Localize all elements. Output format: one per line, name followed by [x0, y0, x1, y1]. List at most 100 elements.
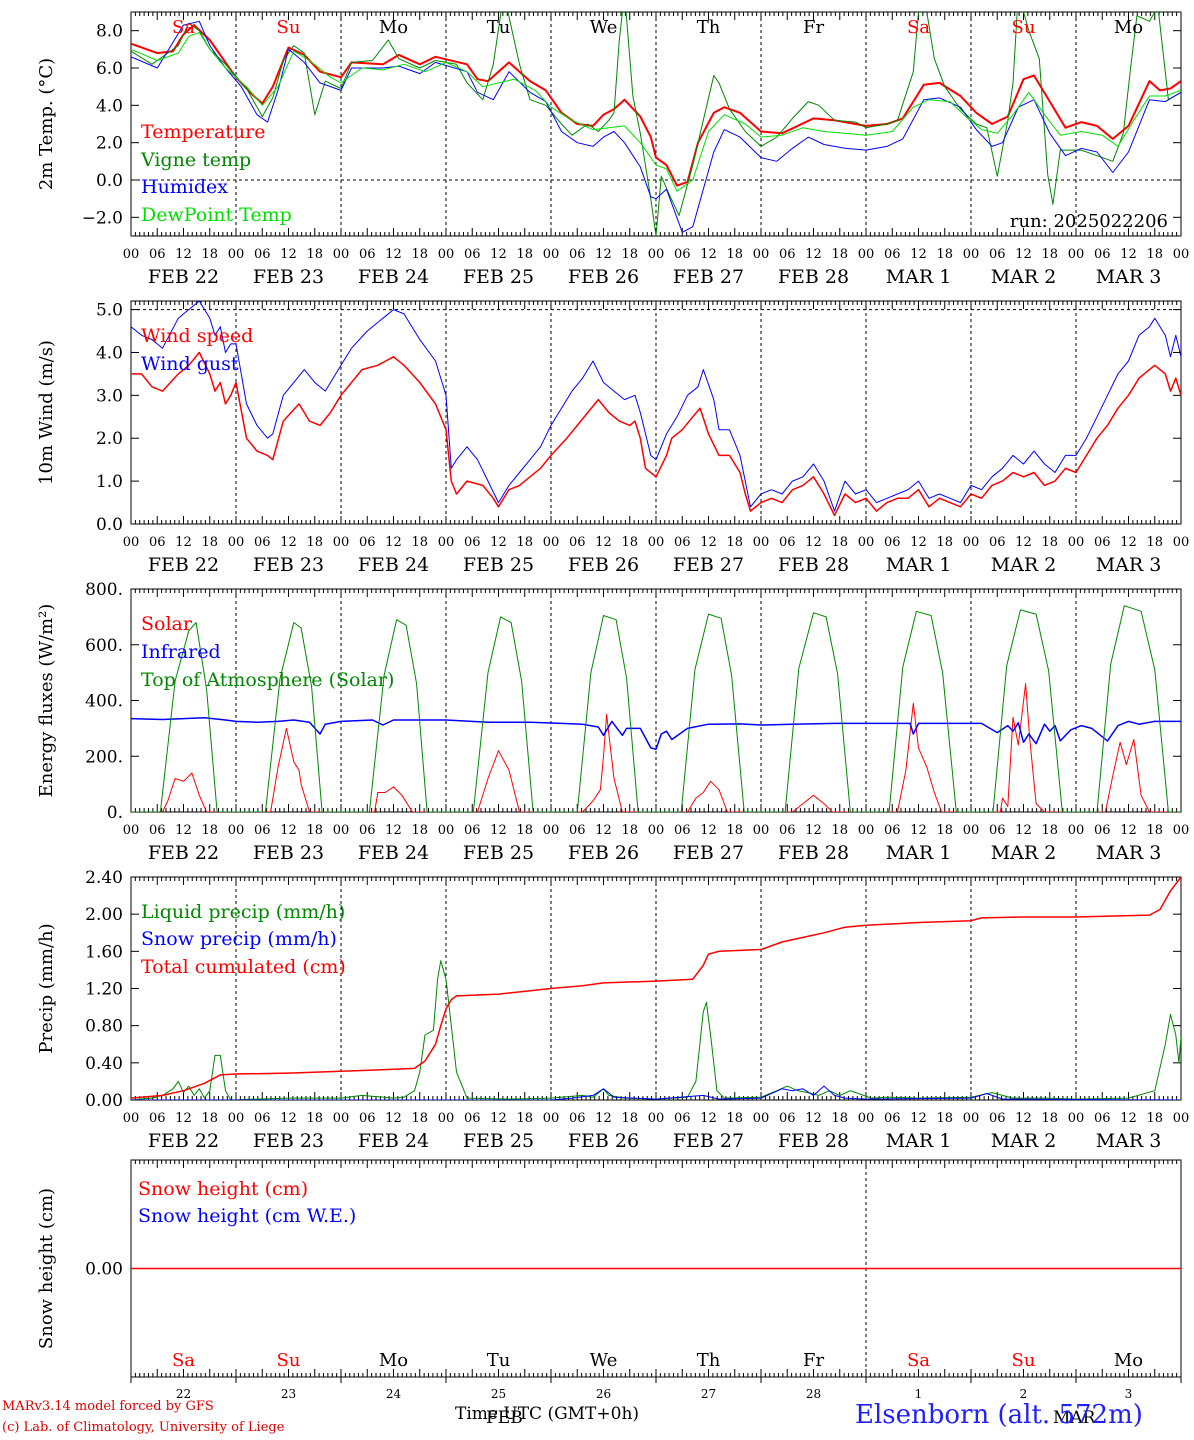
y-tick-label: 200.	[85, 747, 123, 767]
hour-tick-label: 12	[1120, 535, 1137, 550]
hour-tick-label: 12	[595, 823, 612, 838]
hour-tick-label: 00	[333, 535, 350, 550]
hour-tick-label: 00	[648, 1111, 665, 1126]
hour-tick-label: 12	[280, 247, 297, 262]
hour-tick-label: 18	[726, 535, 743, 550]
weekday-label: We	[590, 17, 618, 38]
hour-tick-label: 00	[123, 247, 140, 262]
hour-tick-label: 12	[700, 823, 717, 838]
hour-tick-label: 06	[779, 535, 796, 550]
hour-tick-label: 18	[516, 535, 533, 550]
hour-tick-label: 00	[963, 1111, 980, 1126]
hour-tick-label: 00	[858, 1111, 875, 1126]
hour-tick-label: 06	[254, 823, 271, 838]
hour-tick-label: 18	[936, 247, 953, 262]
y-axis-label: 10m Wind (m/s)	[36, 340, 57, 485]
hour-tick-label: 18	[831, 247, 848, 262]
hour-tick-label: 00	[963, 247, 980, 262]
y-tick-label: 400.	[85, 692, 123, 712]
series-line-wind-speed	[131, 351, 1181, 517]
hour-tick-label: 18	[306, 535, 323, 550]
hour-tick-label: 18	[621, 823, 638, 838]
hour-tick-label: 06	[779, 1111, 796, 1126]
hour-tick-label: 18	[306, 823, 323, 838]
y-tick-label: 2.40	[85, 868, 123, 888]
hour-tick-label: 12	[175, 535, 192, 550]
hour-tick-label: 00	[228, 823, 245, 838]
hour-tick-label: 18	[831, 1111, 848, 1126]
y-axis-label: Energy fluxes (W/m²)	[36, 604, 57, 798]
hour-tick-label: 18	[1146, 823, 1163, 838]
hour-tick-label: 06	[569, 247, 586, 262]
day-label: FEB 28	[778, 554, 849, 576]
hour-tick-label: 12	[490, 823, 507, 838]
series-line-total-cumulated-cm-	[131, 877, 1181, 1099]
hour-tick-label: 06	[359, 823, 376, 838]
day-label: FEB 26	[568, 1130, 639, 1152]
hour-tick-label: 00	[123, 1111, 140, 1126]
hour-tick-label: 00	[123, 535, 140, 550]
hour-tick-label: 06	[674, 1111, 691, 1126]
weekday-label: Sa	[172, 17, 195, 38]
month-overlay-label: MAR	[1053, 1408, 1097, 1428]
day-number-label: 3	[1125, 1387, 1133, 1401]
day-label: MAR 3	[1096, 266, 1162, 288]
legend-entry: Liquid precip (mm/h)	[141, 901, 345, 923]
hour-tick-label: 18	[516, 1111, 533, 1126]
hour-tick-label: 00	[543, 535, 560, 550]
day-label: FEB 27	[673, 266, 744, 288]
hour-tick-label: 00	[438, 535, 455, 550]
hour-tick-label: 18	[1146, 535, 1163, 550]
hour-tick-label: 06	[359, 1111, 376, 1126]
hour-tick-label: 00	[333, 247, 350, 262]
day-number-label: 28	[806, 1387, 821, 1401]
hour-tick-label: 12	[700, 1111, 717, 1126]
weekday-label: Mo	[379, 17, 408, 38]
day-number-label: 23	[281, 1387, 296, 1401]
series-line-infrared	[131, 717, 1181, 751]
hour-tick-label: 06	[464, 1111, 481, 1126]
day-label: FEB 23	[253, 554, 324, 576]
y-tick-label: 4.0	[96, 96, 123, 116]
hour-tick-label: 00	[648, 823, 665, 838]
day-number-label: 26	[596, 1387, 611, 1401]
hour-tick-label: 12	[490, 247, 507, 262]
y-tick-label: 4.0	[96, 343, 123, 363]
day-label: FEB 26	[568, 554, 639, 576]
y-tick-label: 0.00	[85, 1091, 123, 1111]
series-line-dewpoint-temp	[131, 32, 1181, 192]
weekday-label: Sa	[172, 1350, 195, 1371]
y-tick-label: 0.40	[85, 1054, 123, 1074]
y-tick-label: 0.0	[96, 171, 123, 191]
y-tick-label: 0.00	[85, 1260, 123, 1280]
hour-tick-label: 00	[1068, 247, 1085, 262]
day-label: MAR 2	[991, 842, 1057, 864]
day-label: MAR 1	[886, 554, 952, 576]
station-name: Elsenborn (alt. 572m)	[855, 1400, 1143, 1430]
hour-tick-label: 12	[1015, 823, 1032, 838]
legend-entry: Infrared	[141, 641, 221, 663]
day-label: FEB 22	[148, 842, 219, 864]
hour-tick-label: 12	[595, 1111, 612, 1126]
hour-tick-label: 12	[1120, 247, 1137, 262]
hour-tick-label: 06	[989, 1111, 1006, 1126]
day-number-label: 24	[386, 1387, 402, 1401]
day-number-label: 22	[176, 1387, 191, 1401]
series-line-solar	[131, 683, 1181, 812]
day-label: MAR 3	[1096, 554, 1162, 576]
day-label: MAR 3	[1096, 1130, 1162, 1152]
hour-tick-label: 18	[831, 823, 848, 838]
panel-2	[130, 300, 1182, 525]
hour-tick-label: 06	[989, 247, 1006, 262]
hour-tick-label: 06	[359, 247, 376, 262]
hour-tick-label: 06	[884, 535, 901, 550]
hour-tick-label: 06	[779, 823, 796, 838]
panel-4	[130, 876, 1182, 1101]
hour-tick-label: 12	[700, 535, 717, 550]
hour-tick-label: 12	[805, 247, 822, 262]
y-axis-label: Precip (mm/h)	[36, 923, 57, 1053]
y-tick-label: 600.	[85, 636, 123, 656]
y-axis-label: 2m Temp. (°C)	[36, 58, 57, 190]
weekday-label: Tu	[487, 1350, 511, 1371]
